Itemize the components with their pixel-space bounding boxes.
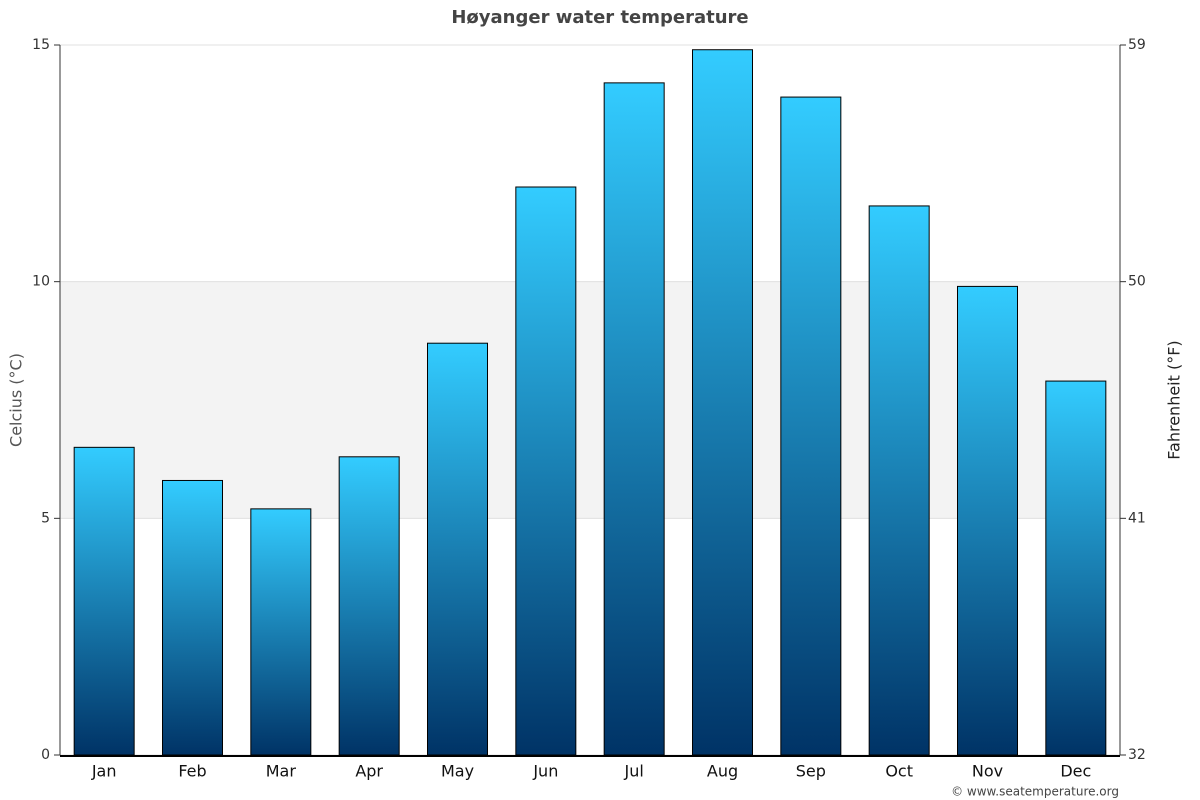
y2-tick-label: 32 xyxy=(1128,747,1146,763)
plot-band xyxy=(60,281,1120,519)
bar xyxy=(780,96,842,756)
x-tick-label: Apr xyxy=(355,762,383,781)
bar xyxy=(338,456,400,756)
x-tick-label: Aug xyxy=(707,762,738,781)
bar xyxy=(603,82,665,756)
y-tick-label: 5 xyxy=(41,510,50,526)
x-tick-label: Jul xyxy=(624,762,644,781)
chart-title: Høyanger water temperature xyxy=(451,7,748,28)
bar xyxy=(1045,380,1107,756)
bar xyxy=(162,479,223,756)
y2-axis-title: Fahrenheit (°F) xyxy=(1165,340,1184,459)
bar xyxy=(515,186,577,756)
x-tick-label: Sep xyxy=(796,762,826,781)
bar xyxy=(692,49,753,756)
x-tick-label: Feb xyxy=(178,762,206,781)
bar xyxy=(427,342,488,756)
bar xyxy=(73,446,135,756)
y-tick-label: 10 xyxy=(32,274,50,290)
y-tick-label: 0 xyxy=(41,747,50,763)
bar xyxy=(250,508,312,756)
x-tick-label: Mar xyxy=(266,762,297,781)
x-tick-label: Jun xyxy=(532,762,558,781)
y-axis-title: Celcius (°C) xyxy=(7,353,26,447)
x-tick-label: Dec xyxy=(1060,762,1091,781)
bar xyxy=(957,285,1018,756)
y2-tick-label: 41 xyxy=(1128,510,1146,526)
x-tick-label: Jan xyxy=(91,762,117,781)
x-tick-label: Nov xyxy=(972,762,1003,781)
bar xyxy=(868,205,930,756)
footer: © www.seatemperature.org xyxy=(951,785,1119,799)
x-tick-label: May xyxy=(441,762,474,781)
y-tick-label: 15 xyxy=(32,37,50,53)
y2-tick-label: 50 xyxy=(1128,274,1146,290)
y2-tick-label: 59 xyxy=(1128,37,1146,53)
x-tick-label: Oct xyxy=(885,762,913,781)
